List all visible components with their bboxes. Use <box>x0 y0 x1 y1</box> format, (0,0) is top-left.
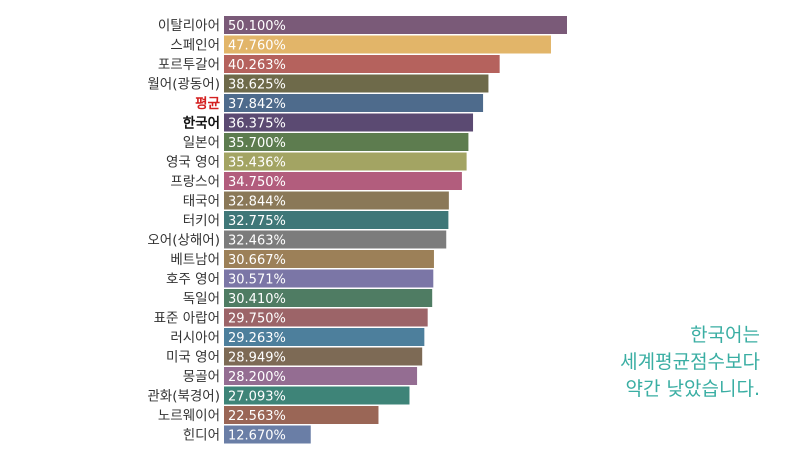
category-label-21: 노르웨이어 <box>158 408 220 424</box>
category-label-15: 독일어 <box>183 291 220 307</box>
bar-15 <box>224 289 433 307</box>
annotation-line-3: 약간 낮았습니다. <box>625 378 760 400</box>
value-label-22: 12.670% <box>228 429 286 444</box>
bar-19 <box>224 367 418 385</box>
category-label-19: 몽골어 <box>183 369 220 385</box>
bar-13 <box>224 250 434 268</box>
bar-16 <box>224 308 428 327</box>
bar-2 <box>224 35 551 54</box>
annotation: 한국어는 세계평균점수보다 약간 낮았습니다. <box>560 322 760 403</box>
bar-10 <box>224 191 449 210</box>
value-label-4: 38.625% <box>228 78 286 93</box>
category-label-11: 터키어 <box>183 213 220 229</box>
value-label-14: 30.571% <box>228 273 286 288</box>
bar-8 <box>224 152 467 171</box>
category-label-14: 호주 영어 <box>166 272 220 288</box>
bar-6 <box>224 113 474 132</box>
category-label-5: 평균 <box>195 95 220 112</box>
category-label-18: 미국 영어 <box>166 350 220 366</box>
value-label-1: 50.100% <box>228 19 286 34</box>
value-label-16: 29.750% <box>228 312 286 327</box>
value-label-6: 36.375% <box>228 117 286 132</box>
value-label-19: 28.200% <box>228 370 286 385</box>
value-label-3: 40.263% <box>228 58 286 73</box>
annotation-line-2: 세계평균점수보다 <box>620 351 760 373</box>
category-label-9: 프랑스어 <box>170 174 220 190</box>
bar-4 <box>224 74 489 93</box>
value-label-7: 35.700% <box>228 136 286 151</box>
annotation-line-1: 한국어는 <box>690 324 760 346</box>
value-label-20: 27.093% <box>228 390 286 405</box>
category-label-8: 영국 영어 <box>166 155 220 171</box>
value-label-2: 47.760% <box>228 39 286 54</box>
category-label-6: 한국어 <box>183 115 220 132</box>
value-label-10: 32.844% <box>228 195 286 210</box>
bar-14 <box>224 269 434 288</box>
bar-21 <box>224 406 379 424</box>
category-label-10: 태국어 <box>183 194 220 210</box>
bar-17 <box>224 328 425 346</box>
category-label-4: 월어(광동어) <box>147 77 220 93</box>
category-label-7: 일본어 <box>183 135 220 151</box>
category-label-1: 이탈리아어 <box>158 18 220 34</box>
category-label-12: 오어(상해어) <box>147 233 220 249</box>
category-label-13: 베트남어 <box>170 252 220 268</box>
bar-3 <box>224 55 500 73</box>
value-label-17: 29.263% <box>228 331 286 346</box>
bar-22 <box>224 425 311 444</box>
category-label-2: 스페인어 <box>170 38 220 54</box>
value-label-8: 35.436% <box>228 156 286 171</box>
value-label-18: 28.949% <box>228 351 286 366</box>
value-label-15: 30.410% <box>228 292 286 307</box>
bar-20 <box>224 386 410 405</box>
bar-18 <box>224 347 423 366</box>
value-label-11: 32.775% <box>228 214 286 229</box>
bar-11 <box>224 211 449 229</box>
value-label-21: 22.563% <box>228 409 286 424</box>
category-label-16: 표준 아랍어 <box>154 311 220 327</box>
bar-7 <box>224 133 469 151</box>
bar-12 <box>224 230 447 249</box>
value-label-13: 30.667% <box>228 253 286 268</box>
bar-5 <box>224 94 484 112</box>
category-label-3: 포르투갈어 <box>158 57 220 73</box>
value-label-12: 32.463% <box>228 234 286 249</box>
category-label-22: 힌디어 <box>183 428 220 444</box>
category-label-17: 러시아어 <box>170 330 220 346</box>
bar-1 <box>224 16 567 34</box>
category-label-20: 관화(북경어) <box>147 389 220 405</box>
value-label-9: 34.750% <box>228 175 286 190</box>
value-label-5: 37.842% <box>228 97 286 112</box>
bar-9 <box>224 172 462 190</box>
